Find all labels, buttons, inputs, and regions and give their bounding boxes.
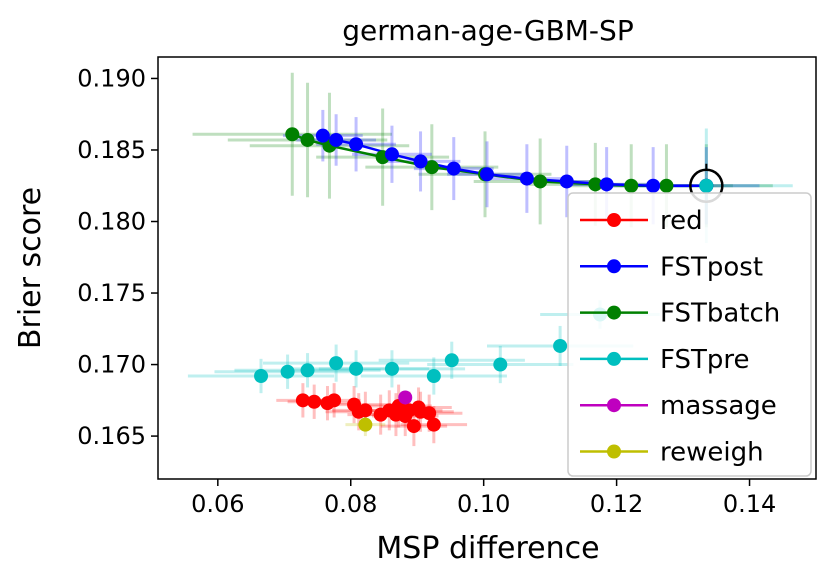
y-axis-label: Brier score <box>13 187 48 349</box>
legend-marker-fstpre <box>607 351 621 366</box>
red-point <box>307 394 322 409</box>
fstpost-point <box>315 128 330 143</box>
legend-marker-fstpost <box>607 259 621 274</box>
red-point <box>327 393 342 408</box>
fstpre-point <box>553 338 568 353</box>
fstpre-point <box>699 178 714 193</box>
fstpost-point <box>349 137 364 152</box>
legend: red FSTpost FSTbatch FSTpre massage reweigh <box>567 192 812 477</box>
legend-marker-fstbatch <box>607 305 621 320</box>
x-tick-label: 0.06 <box>191 490 244 518</box>
plot-frame <box>157 56 817 480</box>
fstpre-point <box>280 364 295 379</box>
legend-label-fstbatch: FSTbatch <box>660 299 780 329</box>
fstpre-point <box>329 356 344 371</box>
fstbatch-point <box>588 177 603 192</box>
fstpost-point <box>329 132 344 147</box>
y-tick-label: 0.175 <box>77 279 146 307</box>
reweigh-point <box>358 417 373 432</box>
series-layer <box>187 72 793 447</box>
fstbatch-point <box>424 160 439 175</box>
legend-label-reweigh: reweigh <box>660 438 764 468</box>
legend-label-red: red <box>660 206 703 236</box>
chart-title: german-age-GBM-SP <box>342 14 633 47</box>
x-axis-label: MSP difference <box>376 531 599 566</box>
y-tick-label: 0.190 <box>77 64 146 92</box>
massage-point <box>398 390 413 405</box>
fstpre-point <box>254 369 269 384</box>
y-tick-label: 0.185 <box>77 136 146 164</box>
tick-layer: 0.06 0.08 0.10 0.12 0.14 0.165 0.170 0.175 0.180… <box>77 64 776 518</box>
red-point <box>422 406 437 421</box>
fstpre-point <box>493 357 508 372</box>
fstpre-point <box>349 361 364 376</box>
red-point <box>426 417 441 432</box>
x-tick-label: 0.14 <box>723 490 776 518</box>
fstpost-point <box>480 167 494 182</box>
legend-label-fstpre: FSTpre <box>660 345 750 375</box>
legend-label-fstpost: FSTpost <box>660 252 763 282</box>
fstpost-point <box>413 154 428 169</box>
legend-marker-massage <box>607 398 621 413</box>
fstpre-point <box>426 369 441 384</box>
legend-label-massage: massage <box>660 391 777 421</box>
fstpost-point <box>446 161 461 176</box>
fstpost-point <box>519 171 534 186</box>
x-tick-label: 0.10 <box>457 490 510 518</box>
x-tick-label: 0.12 <box>590 490 643 518</box>
fstpre-point <box>384 361 399 376</box>
fstpre-point <box>444 353 459 368</box>
red-point <box>406 419 421 434</box>
fstpost-point <box>384 147 399 162</box>
fstpre-point <box>300 363 315 378</box>
x-tick-label: 0.08 <box>324 490 377 518</box>
y-tick-label: 0.165 <box>77 422 146 450</box>
fstbatch-point <box>624 178 639 193</box>
fstpost-point <box>559 174 574 189</box>
fstpost-point <box>599 177 614 192</box>
fstbatch-point <box>659 178 674 193</box>
fstpost-point <box>646 178 661 193</box>
fstbatch-point <box>285 127 300 142</box>
red-point <box>358 403 373 418</box>
legend-marker-reweigh <box>607 444 621 459</box>
fstbatch-point <box>533 174 548 189</box>
legend-marker-red <box>607 213 621 227</box>
fstbatch-point <box>300 132 315 147</box>
red-point <box>295 393 310 408</box>
y-tick-label: 0.180 <box>77 208 146 236</box>
y-tick-label: 0.170 <box>77 351 146 379</box>
